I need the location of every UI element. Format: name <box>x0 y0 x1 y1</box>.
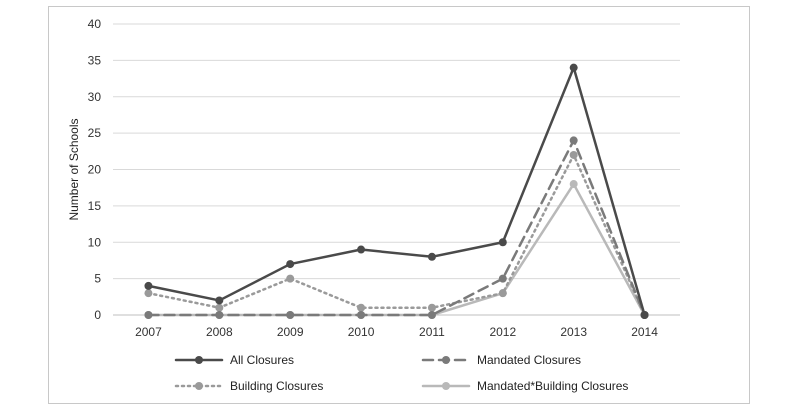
x-tick-label: 2009 <box>277 325 304 339</box>
data-point <box>215 296 224 305</box>
data-point <box>427 303 436 312</box>
data-point <box>144 311 153 319</box>
data-point <box>357 311 366 319</box>
legend-swatch-marker <box>442 382 450 390</box>
legend: All Closures Mandated Closures Building Cl… <box>174 353 628 393</box>
x-axis-ticks: 2007 2008 2009 2010 2011 2012 2013 2014 <box>135 325 658 339</box>
legend-label: All Closures <box>230 353 294 367</box>
y-tick-label: 30 <box>88 90 102 104</box>
x-tick-label: 2010 <box>348 325 375 339</box>
data-point <box>286 260 295 269</box>
x-tick-label: 2013 <box>560 325 587 339</box>
series-building-closures <box>144 150 649 319</box>
legend-item: Mandated Closures <box>421 353 581 367</box>
y-tick-label: 35 <box>88 53 102 67</box>
y-tick-label: 10 <box>88 235 102 249</box>
series-group <box>144 63 649 319</box>
data-point <box>569 150 578 159</box>
y-tick-label: 40 <box>88 17 102 31</box>
data-point <box>427 252 436 261</box>
x-tick-label: 2012 <box>489 325 516 339</box>
data-point <box>286 274 295 283</box>
y-tick-label: 5 <box>94 272 101 286</box>
x-tick-label: 2014 <box>631 325 658 339</box>
legend-swatch-marker <box>195 382 203 390</box>
data-point <box>498 289 507 298</box>
data-point <box>144 289 153 298</box>
data-point <box>286 311 295 319</box>
data-point <box>569 136 578 145</box>
x-tick-label: 2008 <box>206 325 233 339</box>
series-line <box>147 182 646 317</box>
legend-swatch-marker <box>195 356 203 364</box>
x-tick-label: 2011 <box>419 325 445 339</box>
chart-frame <box>48 6 750 404</box>
gridlines <box>113 23 680 280</box>
data-point <box>498 238 507 247</box>
series-line <box>147 139 646 317</box>
data-point <box>144 281 153 290</box>
y-axis-title: Number of Schools <box>67 118 81 220</box>
data-point <box>215 311 224 319</box>
legend-swatch-marker <box>442 356 450 364</box>
x-tick-label: 2007 <box>135 325 162 339</box>
data-point <box>569 180 578 189</box>
data-point <box>498 274 507 283</box>
data-point <box>357 245 366 254</box>
y-tick-label: 15 <box>88 199 102 213</box>
series-line <box>147 153 646 317</box>
data-point <box>640 311 649 319</box>
series-mandated-closures <box>144 136 649 319</box>
y-tick-label: 20 <box>88 163 102 177</box>
legend-label: Mandated*Building Closures <box>477 379 628 393</box>
series-line <box>147 66 646 317</box>
series-all-closures <box>144 63 649 319</box>
data-point <box>215 303 224 312</box>
legend-item: Mandated*Building Closures <box>421 379 628 393</box>
legend-label: Building Closures <box>230 379 323 393</box>
y-tick-label: 25 <box>88 126 102 140</box>
y-tick-label: 0 <box>94 308 101 322</box>
data-point <box>427 311 436 319</box>
legend-item: Building Closures <box>174 379 323 393</box>
legend-item: All Closures <box>174 353 294 367</box>
data-point <box>569 63 578 72</box>
y-axis-ticks: 0 5 10 15 20 25 30 35 40 <box>88 17 102 322</box>
legend-label: Mandated Closures <box>477 353 581 367</box>
data-point <box>357 303 366 312</box>
